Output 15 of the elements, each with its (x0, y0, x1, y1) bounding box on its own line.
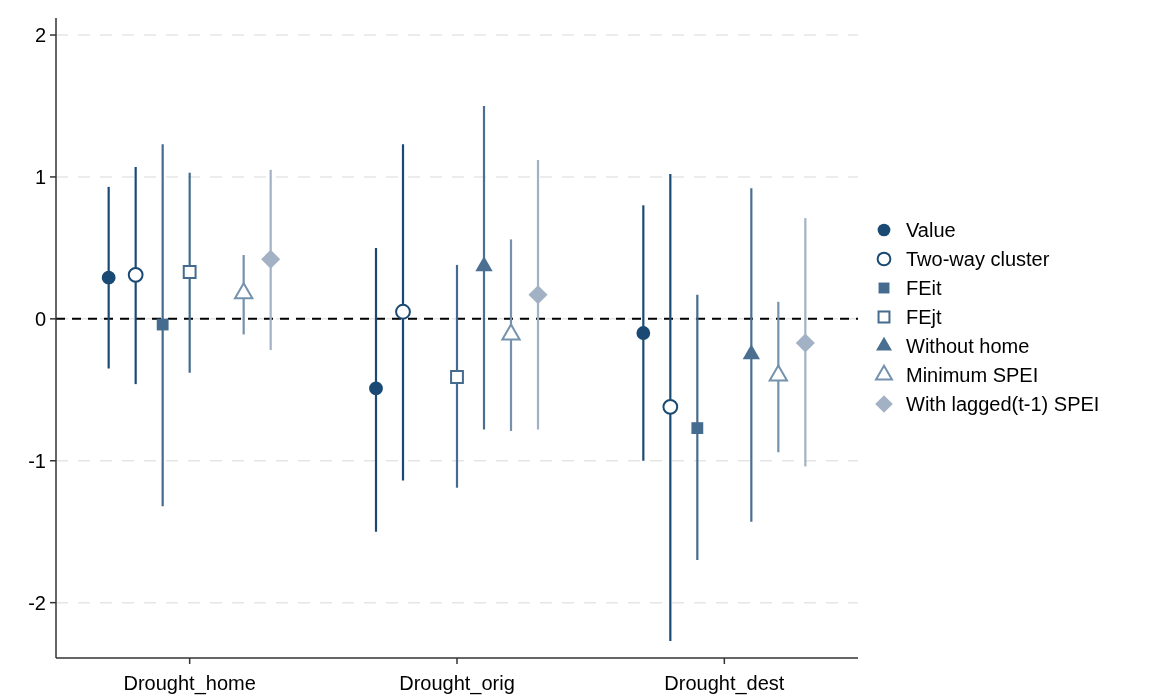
legend-label: Two-way cluster (906, 248, 1050, 270)
legend-label: FEjt (906, 306, 942, 328)
y-tick-label: 1 (34, 165, 46, 188)
legend-label: FEit (906, 277, 942, 299)
y-tick-label: 2 (34, 24, 46, 47)
x-tick-label: Drought_home (123, 672, 256, 695)
legend-label: Value (906, 219, 956, 241)
x-tick-label: Drought_orig (399, 672, 515, 695)
y-tick-label: -2 (28, 591, 46, 614)
x-tick-label: Drought_dest (664, 672, 785, 695)
legend-label: Without home (906, 335, 1030, 357)
legend-label: With lagged(t-1) SPEI (906, 393, 1100, 415)
legend-label: Minimum SPEI (906, 364, 1039, 386)
y-tick-label: -1 (28, 449, 46, 472)
y-tick-label: 0 (34, 307, 46, 330)
